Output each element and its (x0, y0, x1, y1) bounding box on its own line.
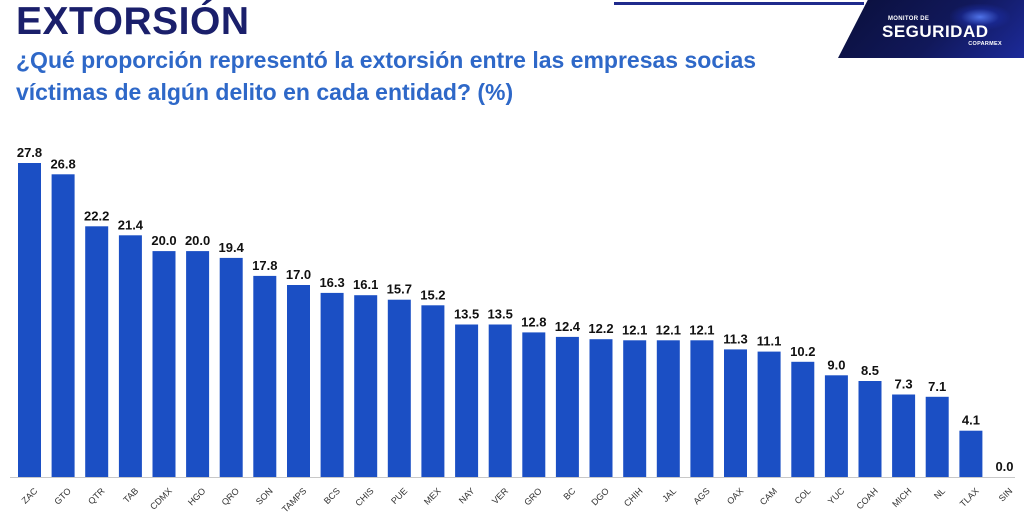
data-label: 16.3 (319, 275, 344, 290)
data-label: 12.4 (555, 319, 581, 334)
x-tick-label: CHIS (353, 486, 375, 508)
x-tick-label: DGO (589, 486, 611, 508)
x-tick-label: CHIH (622, 486, 645, 509)
data-label: 11.3 (723, 331, 748, 346)
bar-chis (354, 295, 378, 477)
x-tick-label: QRO (220, 486, 242, 508)
x-tick-label: YUC (826, 486, 847, 507)
bar-mich (892, 394, 916, 477)
bar-bcs (320, 292, 344, 477)
bar-qtr (85, 226, 109, 477)
x-tick-label: CDMX (148, 486, 174, 512)
bar-nay (455, 324, 479, 477)
bar-bc (555, 336, 579, 477)
x-tick-label: SON (254, 486, 275, 507)
bar-jal (656, 340, 680, 477)
x-tick-label: JAL (660, 486, 678, 504)
x-tick-label: CAM (758, 486, 779, 507)
siren-light-icon (950, 4, 1010, 30)
data-label: 16.1 (353, 277, 378, 292)
x-tick-label: BCS (322, 486, 342, 506)
data-label: 21.4 (118, 217, 144, 232)
data-label: 7.1 (928, 379, 946, 394)
bar-yuc (824, 375, 848, 477)
data-label: 17.8 (252, 258, 277, 273)
bar-chih (623, 340, 647, 477)
bar-cdmx (152, 251, 176, 477)
x-tick-label: GRO (522, 486, 544, 508)
data-label: 13.5 (454, 307, 479, 322)
data-label: 22.2 (84, 208, 109, 223)
data-label: 7.3 (895, 377, 913, 392)
bar-cam (757, 351, 781, 477)
data-label: 12.8 (521, 314, 546, 329)
data-label: 4.1 (962, 413, 980, 428)
bar-dgo (589, 339, 613, 477)
bar-pue (387, 299, 411, 477)
page-title: EXTORSIÓN (16, 0, 250, 43)
data-label: 17.0 (286, 267, 311, 282)
bar-ags (690, 340, 714, 477)
bar-tamps (287, 285, 310, 477)
bar-gro (522, 332, 546, 477)
bar-nl (925, 396, 949, 477)
x-tick-label: BC (561, 486, 577, 502)
x-tick-label: GTO (52, 486, 73, 507)
x-tick-label: HGO (186, 486, 208, 508)
x-tick-label: OAX (725, 486, 746, 507)
bar-qro (219, 257, 243, 477)
data-label: 11.1 (757, 334, 782, 349)
data-label: 12.1 (689, 322, 714, 337)
data-label: 15.2 (420, 287, 445, 302)
data-label: 20.0 (185, 233, 210, 248)
data-label: 9.0 (827, 357, 845, 372)
x-tick-label: SIN (997, 486, 1015, 504)
x-tick-label: PUE (389, 486, 409, 506)
bar-tab (118, 235, 142, 477)
x-tick-label: QTR (86, 486, 107, 507)
x-tick-label: AGS (691, 486, 712, 507)
bar-zac (18, 163, 41, 477)
header-accent-line (614, 2, 864, 5)
bar-hgo (186, 251, 210, 477)
bar-tlax (959, 430, 983, 477)
x-tick-label: VER (490, 486, 511, 507)
data-label: 12.1 (656, 322, 681, 337)
bar-oax (724, 349, 747, 477)
x-tick-label: MEX (422, 486, 443, 507)
x-tick-label: COAH (854, 486, 879, 511)
bar-gto (51, 174, 75, 478)
monitor-seguridad-logo: MONITOR DE SEGURIDAD COPARMEX (838, 0, 1024, 58)
bar-mex (421, 305, 445, 477)
data-label: 13.5 (488, 307, 513, 322)
data-label: 27.8 (17, 145, 42, 160)
data-label: 10.2 (790, 344, 815, 359)
data-label: 19.4 (219, 240, 245, 255)
data-label: 26.8 (50, 156, 75, 171)
bar-son (253, 275, 277, 477)
x-tick-label: MICH (890, 486, 913, 509)
logo-sub-text: COPARMEX (968, 41, 1002, 47)
logo-big-text: SEGURIDAD (882, 22, 989, 41)
x-tick-label: TAMPS (280, 486, 309, 515)
data-label: 12.2 (588, 321, 613, 336)
data-label: 20.0 (151, 233, 176, 248)
logo-small-text: MONITOR DE (888, 16, 930, 22)
x-tick-label: TLAX (958, 486, 981, 509)
chart-question: ¿Qué proporción representó la extorsión … (16, 47, 757, 105)
x-tick-label: NL (932, 486, 947, 501)
data-label: 12.1 (622, 322, 647, 337)
data-label: 8.5 (861, 363, 879, 378)
data-label: 0.0 (995, 459, 1013, 474)
x-tick-label: COL (793, 486, 813, 506)
x-tick-label: TAB (121, 486, 140, 505)
x-tick-label: NAY (457, 486, 477, 506)
bar-coah (858, 381, 882, 477)
data-label: 15.7 (387, 282, 412, 297)
bar-col (791, 361, 815, 477)
x-tick-label: ZAC (20, 486, 40, 506)
bar-ver (488, 324, 512, 477)
